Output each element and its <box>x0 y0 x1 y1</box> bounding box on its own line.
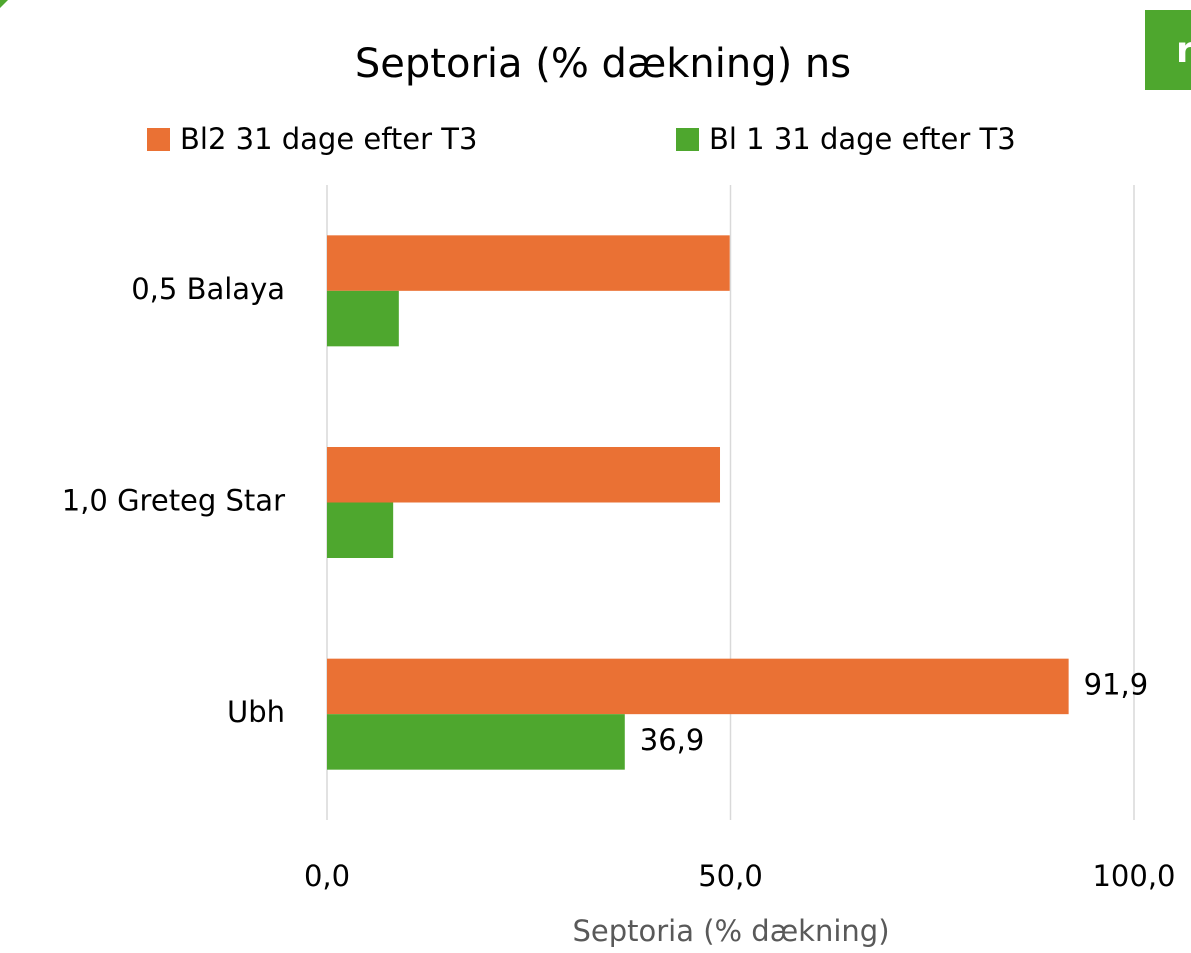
bar <box>327 235 730 291</box>
x-axis-title: Septoria (% dækning) <box>572 914 889 948</box>
legend-label: Bl2 31 dage efter T3 <box>180 122 477 156</box>
bar <box>327 290 399 347</box>
legend-swatch <box>676 128 699 151</box>
y-tick-label: Ubh <box>227 695 285 729</box>
legend-label: Bl 1 31 dage efter T3 <box>709 122 1016 156</box>
data-label: 91,9 <box>1084 667 1149 701</box>
x-tick-label: 0,0 <box>304 859 350 893</box>
corner-badge-text: r <box>1176 30 1191 71</box>
bar <box>327 502 394 558</box>
chart-title: Septoria (% dækning) ns <box>355 41 851 87</box>
corner-badge <box>1145 10 1191 90</box>
y-tick-label: 1,0 Greteg Star <box>62 484 285 518</box>
data-label: 36,9 <box>640 723 705 757</box>
legend-swatch <box>147 128 170 151</box>
bar <box>327 658 1069 715</box>
x-tick-label: 50,0 <box>698 859 763 893</box>
corner-accent <box>0 0 8 8</box>
bar <box>327 714 625 770</box>
bar <box>327 447 721 503</box>
x-tick-label: 100,0 <box>1092 859 1175 893</box>
y-tick-label: 0,5 Balaya <box>131 272 285 306</box>
